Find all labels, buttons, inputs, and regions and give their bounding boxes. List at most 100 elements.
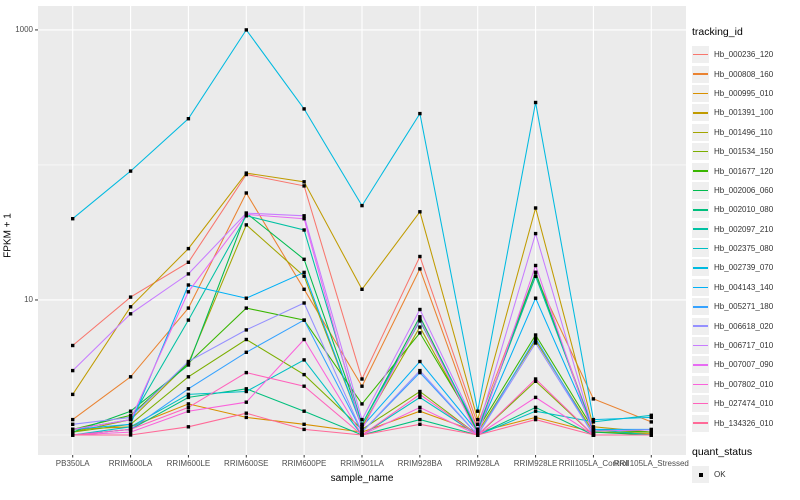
legend-label: Hb_000236_120 (714, 50, 774, 60)
data-point (533, 263, 538, 268)
data-point (533, 270, 538, 275)
legend-item-Hb_001391_100: Hb_001391_100 (692, 103, 800, 122)
data-point (476, 430, 480, 434)
legend-item-Hb_001534_150: Hb_001534_150 (692, 142, 800, 161)
data-point (418, 395, 422, 400)
data-point (476, 427, 480, 432)
legend-color-line-icon (693, 383, 708, 386)
data-point (244, 212, 248, 217)
data-point (418, 307, 422, 312)
legend-color-line-icon (693, 53, 708, 56)
data-point (128, 417, 133, 422)
legend-item-Hb_006717_010: Hb_006717_010 (692, 336, 800, 355)
legend-item-Hb_005271_180: Hb_005271_180 (692, 297, 800, 316)
legend-key-icon (692, 298, 709, 316)
data-point (186, 395, 191, 400)
data-point (302, 422, 306, 426)
legend-color-line-icon (693, 92, 708, 95)
data-point (128, 375, 133, 379)
data-point (360, 427, 364, 432)
data-point (244, 337, 248, 342)
data-point (302, 217, 306, 221)
legend-key-icon (692, 123, 709, 141)
data-point (302, 358, 306, 362)
data-point (418, 389, 422, 394)
data-point (302, 107, 306, 111)
data-point (533, 409, 538, 413)
data-point (360, 203, 364, 208)
data-point (186, 387, 191, 391)
legend-color-line-icon (693, 247, 708, 250)
legend-label: Hb_002010_080 (714, 205, 774, 215)
x-tick-label-RRIM928LA: RRIM928LA (455, 459, 500, 468)
legend-label-ok: OK (714, 470, 726, 479)
data-point (128, 409, 133, 413)
data-point (591, 397, 596, 401)
data-point (128, 413, 133, 417)
legend-color-line-icon (693, 209, 708, 211)
data-point (186, 409, 191, 413)
legend-item-ok: OK (692, 465, 800, 484)
legend-key-icon (692, 84, 709, 102)
data-point (591, 420, 596, 424)
legend-item-Hb_027474_010: Hb_027474_010 (692, 394, 800, 413)
legend-label: Hb_006717_010 (714, 341, 774, 351)
data-point (418, 317, 422, 321)
x-tick-label-RRIM600PE: RRIM600PE (281, 459, 327, 468)
data-point (418, 254, 422, 259)
data-point (418, 111, 422, 116)
legend-label: Hb_002739_070 (714, 263, 774, 273)
data-point (360, 417, 364, 422)
data-point (302, 427, 306, 432)
data-point (591, 417, 596, 422)
legend-color-line-icon (693, 286, 708, 289)
data-point (244, 370, 248, 375)
data-point (128, 415, 133, 420)
data-point (71, 343, 75, 348)
legend-key-icon (692, 220, 709, 238)
data-point (302, 228, 306, 232)
data-point (418, 405, 422, 410)
legend-label: Hb_001496_110 (714, 127, 773, 137)
legend-color-line-icon (693, 170, 708, 172)
data-point (186, 359, 191, 364)
data-point (186, 402, 191, 406)
x-tick-label-PB350LA: PB350LA (55, 459, 90, 468)
data-point (302, 409, 306, 413)
data-point (302, 184, 306, 188)
legend-label: Hb_027474_010 (714, 399, 774, 409)
data-point (360, 422, 364, 426)
data-point (418, 422, 422, 426)
x-tick-label-RRIM901LA: RRIM901LA (340, 459, 384, 468)
data-point (71, 430, 75, 434)
legend-item-Hb_006618_020: Hb_006618_020 (692, 316, 800, 335)
legend-label: Hb_006618_020 (714, 321, 774, 331)
data-point (186, 117, 191, 121)
data-point (418, 370, 422, 375)
data-point (649, 415, 653, 420)
data-point (244, 411, 248, 415)
legend-label: Hb_004143_140 (714, 282, 774, 292)
legend-color-line-icon (693, 402, 708, 405)
x-tick-label-RRII105LA_Stressed: RRII105LA_Stressed (613, 459, 689, 468)
x-axis-title: sample_name (330, 473, 394, 484)
data-point (533, 377, 538, 381)
data-point (71, 422, 75, 426)
data-point (244, 389, 248, 394)
x-tick-label-RRII105LA_Control: RRII105LA_Control (558, 459, 629, 468)
data-point (244, 296, 248, 300)
legend-color-line-icon (693, 73, 708, 75)
data-point (533, 405, 538, 410)
quant-ok-key-icon (692, 466, 709, 483)
data-point (186, 246, 191, 251)
legend-entries: Hb_000236_120 Hb_000808_160 Hb_000995_010 H… (692, 45, 800, 433)
legend-key-icon (692, 414, 709, 432)
data-point (418, 359, 422, 364)
legend-label: Hb_134326_010 (714, 418, 774, 428)
data-point (71, 433, 75, 437)
legend-item-Hb_001677_120: Hb_001677_120 (692, 161, 800, 180)
legend-key-icon (692, 317, 709, 335)
data-point (302, 257, 306, 261)
